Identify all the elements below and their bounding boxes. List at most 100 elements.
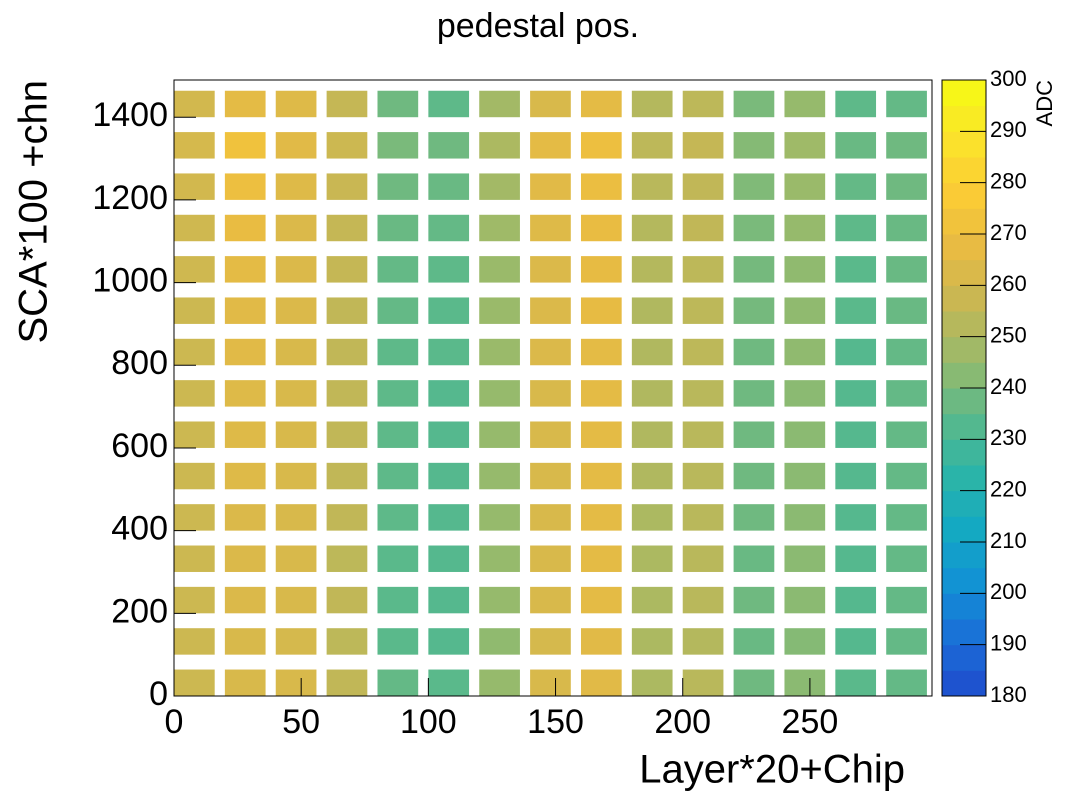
colorbar-step [942, 362, 986, 389]
colorbar-step [942, 413, 986, 440]
heatmap-cell [479, 628, 520, 655]
colorbar-tick-label: 260 [990, 271, 1027, 296]
heatmap-cell [326, 214, 368, 242]
heatmap-cell [530, 132, 571, 159]
heatmap-cell [733, 586, 775, 614]
colorbar-tick-label: 280 [990, 168, 1027, 193]
heatmap-cell [784, 380, 826, 407]
colorbar-step [942, 80, 986, 107]
colorbar-step [942, 465, 986, 492]
heatmap-cell [377, 462, 419, 490]
heatmap-cell [580, 504, 622, 531]
heatmap-cell [886, 338, 927, 366]
x-tick-label: 200 [654, 703, 711, 741]
heatmap-cell [580, 586, 622, 614]
heatmap-cell [224, 504, 266, 531]
heatmap-cell [580, 545, 622, 572]
heatmap-cell [377, 214, 419, 242]
heatmap-cell [275, 214, 317, 242]
heatmap-cell [428, 380, 470, 407]
heatmap-cell [377, 628, 419, 655]
heatmap-cell [479, 214, 520, 242]
heatmap-cell [631, 90, 673, 118]
heatmap-cell [275, 256, 317, 283]
heatmap-cell [530, 256, 571, 283]
heatmap-cell [530, 504, 571, 531]
heatmap-cell [784, 462, 826, 490]
heatmap-cell [530, 669, 571, 696]
heatmap-cell [580, 380, 622, 407]
heatmap-cell [886, 214, 927, 242]
heatmap-cell [835, 628, 877, 655]
heatmap-cell [835, 504, 877, 531]
heatmap-cell [326, 504, 368, 531]
heatmap-cell [886, 132, 927, 159]
heatmap-cell [835, 380, 877, 407]
heatmap-cell [275, 669, 317, 696]
heatmap-cell [580, 338, 622, 366]
heatmap-cell [275, 421, 317, 448]
heatmap-cell [631, 586, 673, 614]
heatmap-cell [479, 669, 520, 696]
heatmap-cell [479, 338, 520, 366]
heatmap-cell [479, 380, 520, 407]
heatmap-cell [886, 586, 927, 614]
heatmap-cell [631, 173, 673, 200]
heatmap-cell [580, 256, 622, 283]
heatmap-cell [580, 132, 622, 159]
heatmap-cell [326, 628, 368, 655]
heatmap-cell [174, 256, 215, 283]
heatmap-cell [733, 421, 775, 448]
heatmap-cell [428, 297, 470, 324]
heatmap-cell [428, 462, 470, 490]
heatmap-cell [784, 338, 826, 366]
heatmap-cell [682, 132, 724, 159]
heatmap-cell [275, 297, 317, 324]
heatmap-cell [377, 338, 419, 366]
y-tick-label: 600 [111, 427, 168, 465]
heatmap-cell [174, 586, 215, 614]
y-tick-label: 200 [111, 592, 168, 630]
heatmap-cell [886, 173, 927, 200]
heatmap-cell [835, 90, 877, 118]
heatmap-cell [580, 669, 622, 696]
heatmap-cell [784, 628, 826, 655]
heatmap-cell [428, 628, 470, 655]
heatmap-cell [275, 462, 317, 490]
heatmap-cell [784, 173, 826, 200]
heatmap-cell [530, 297, 571, 324]
heatmap-cell [224, 545, 266, 572]
colorbar-step [942, 619, 986, 646]
heatmap-cell [326, 545, 368, 572]
heatmap-cell [174, 628, 215, 655]
heatmap-cell [326, 297, 368, 324]
colorbar-tick-label: 250 [990, 322, 1027, 347]
heatmap-cell [886, 462, 927, 490]
heatmap-cell [682, 462, 724, 490]
heatmap-cell [530, 214, 571, 242]
heatmap-cell [174, 297, 215, 324]
heatmap-cell [631, 545, 673, 572]
heatmap-cell [733, 669, 775, 696]
y-tick-label: 1000 [92, 262, 168, 300]
heatmap-cell [377, 132, 419, 159]
heatmap-cell [326, 421, 368, 448]
heatmap-cell [631, 256, 673, 283]
heatmap-cell [631, 132, 673, 159]
heatmap-cell [784, 214, 826, 242]
heatmap-cell [733, 380, 775, 407]
colorbar-step [942, 670, 986, 697]
heatmap-cell [275, 628, 317, 655]
colorbar-step [942, 490, 986, 517]
heatmap-cell [631, 380, 673, 407]
heatmap-cell [631, 504, 673, 531]
colorbar-tick-label: 200 [990, 579, 1027, 604]
heatmap-cell [682, 338, 724, 366]
y-axis-label: SCA*100 +chn [12, 80, 56, 344]
heatmap-cell [326, 586, 368, 614]
heatmap-cell [377, 256, 419, 283]
heatmap-cell [224, 462, 266, 490]
heatmap-cell [479, 297, 520, 324]
colorbar-step [942, 208, 986, 235]
heatmap-cell [886, 628, 927, 655]
